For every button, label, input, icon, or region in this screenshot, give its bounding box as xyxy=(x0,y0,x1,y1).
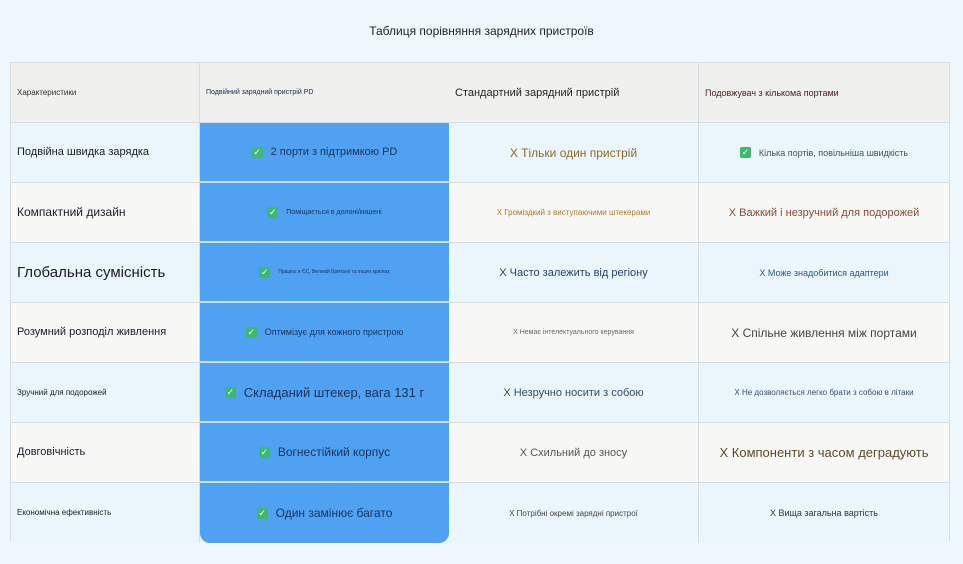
standard-cell: X Немає інтелектуального керування xyxy=(449,303,699,362)
check-icon: ✓ xyxy=(251,146,263,158)
extension-value: X Вища загальна вартість xyxy=(769,508,878,518)
page-title: Таблиця порівняння зарядних пристроїв xyxy=(369,24,594,38)
extension-value: X Не дозволяється легко брати з собою в … xyxy=(734,388,914,397)
extension-value: X Важкий і незручний для подорожей xyxy=(728,206,920,219)
pd-cell: ✓ 2 порти з підтримкою PD xyxy=(200,123,449,182)
extension-value: X Спільне живлення між портами xyxy=(731,325,917,340)
header-standard-charger: Стандартний зарядний пристрій xyxy=(449,63,699,122)
standard-cell: X Часто залежить від регіону xyxy=(449,243,699,302)
pd-value: Поміщається в долоні/кишені xyxy=(286,208,382,216)
header-extension: Подовжувач з кількома портами xyxy=(705,87,839,98)
pd-cell: ✓ Вогнестійкий корпус xyxy=(200,423,449,482)
extension-value: X Компоненти з часом деградують xyxy=(719,445,929,460)
feature-cell: Зручний для подорожей xyxy=(11,363,200,422)
pd-value: 2 порти з підтримкою PD xyxy=(270,146,398,158)
extension-cell: ✓ Кілька портів, повільніша швидкість xyxy=(699,123,949,182)
pd-value: Вогнестійкий корпус xyxy=(277,445,391,459)
table-row: Довговічність ✓ Вогнестійкий корпус X Сх… xyxy=(11,423,949,483)
table-row: Подвійна швидка зарядка ✓ 2 порти з підт… xyxy=(11,123,949,183)
extension-cell: X Вища загальна вартість xyxy=(699,483,949,543)
check-icon: ✓ xyxy=(256,507,268,519)
standard-cell: X Тільки один пристрій xyxy=(449,123,699,182)
table-row: Глобальна сумісність ✓ Працює в ЄС, Вели… xyxy=(11,243,949,303)
pd-cell: ✓ Оптимізує для кожного пристрою xyxy=(200,303,449,362)
standard-cell: X Потрібні окремі зарядні пристрої xyxy=(449,483,699,543)
header-row: Характеристики Подвійний зарядний пристрі… xyxy=(11,63,949,123)
standard-cell: X Незручно носити з собою xyxy=(449,363,699,422)
check-icon: ✓ xyxy=(267,206,279,218)
feature-cell: Подвійна швидка зарядка xyxy=(11,123,200,182)
pd-cell: ✓ Один замінює багато xyxy=(200,483,449,543)
extension-cell: X Не дозволяється легко брати з собою в … xyxy=(699,363,949,422)
feature-cell: Глобальна сумісність xyxy=(11,243,200,302)
pd-cell: ✓ Складаний штекер, вага 131 г xyxy=(200,363,449,422)
comparison-table: Характеристики Подвійний зарядний пристрі… xyxy=(10,62,950,543)
pd-value: Один замінює багато xyxy=(275,506,393,520)
table-row: Компактний дизайн ✓ Поміщається в долоні… xyxy=(11,183,949,243)
header-pd-charger: Подвійний зарядний пристрій PD xyxy=(206,89,314,96)
check-icon: ✓ xyxy=(245,326,257,338)
pd-cell: ✓ Поміщається в долоні/кишені xyxy=(200,183,449,242)
extension-value: Кілька портів, повільніша швидкість xyxy=(758,147,909,158)
extension-cell: X Важкий і незручний для подорожей xyxy=(699,183,949,242)
pd-value: Складаний штекер, вага 131 г xyxy=(243,384,425,400)
standard-cell: X Схильний до зносу xyxy=(449,423,699,482)
pd-cell: ✓ Працює в ЄС, Великій Британії та інших… xyxy=(200,243,449,302)
table-row: Розумний розподіл живлення ✓ Оптимізує д… xyxy=(11,303,949,363)
pd-value: Працює в ЄС, Великій Британії та інших к… xyxy=(278,269,390,275)
check-icon: ✓ xyxy=(224,386,236,398)
extension-cell: X Спільне живлення між портами xyxy=(699,303,949,362)
header-characteristics: Характеристики xyxy=(11,63,200,122)
feature-cell: Довговічність xyxy=(11,423,200,482)
feature-cell: Економічна ефективність xyxy=(11,483,200,543)
table-row: Економічна ефективність ✓ Один замінює б… xyxy=(11,483,949,543)
check-icon: ✓ xyxy=(259,266,271,278)
extension-cell: X Компоненти з часом деградують xyxy=(699,423,949,482)
extension-cell: X Може знадобитися адаптери xyxy=(699,243,949,302)
feature-cell: Розумний розподіл живлення xyxy=(11,303,200,362)
pd-value: Оптимізує для кожного пристрою xyxy=(264,327,404,337)
standard-cell: X Громіздкий з виступаючими штекерами xyxy=(449,183,699,242)
table-row: Зручний для подорожей ✓ Складаний штекер… xyxy=(11,363,949,423)
check-icon: ✓ xyxy=(739,147,751,158)
extension-value: X Може знадобитися адаптери xyxy=(759,267,889,278)
feature-cell: Компактний дизайн xyxy=(11,183,200,242)
check-icon: ✓ xyxy=(258,446,270,458)
